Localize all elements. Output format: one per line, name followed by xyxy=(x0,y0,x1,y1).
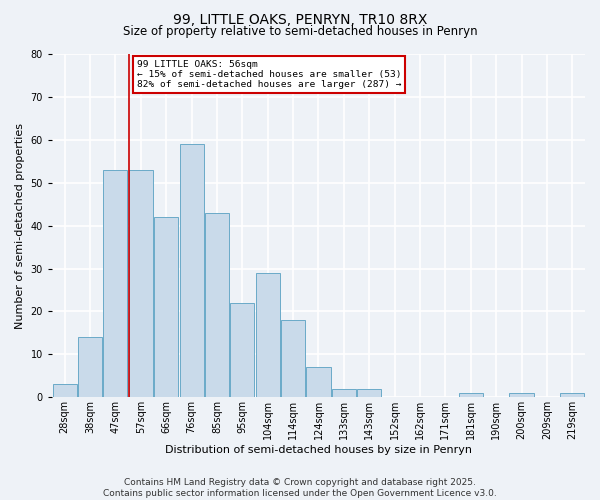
Bar xyxy=(357,388,382,398)
Bar xyxy=(332,388,356,398)
Bar xyxy=(459,393,483,398)
Text: 99 LITTLE OAKS: 56sqm
← 15% of semi-detached houses are smaller (53)
82% of semi: 99 LITTLE OAKS: 56sqm ← 15% of semi-deta… xyxy=(137,60,401,90)
Bar xyxy=(78,337,102,398)
Bar xyxy=(179,144,203,398)
Text: Size of property relative to semi-detached houses in Penryn: Size of property relative to semi-detach… xyxy=(122,25,478,38)
Bar xyxy=(103,170,127,398)
Bar xyxy=(256,273,280,398)
X-axis label: Distribution of semi-detached houses by size in Penryn: Distribution of semi-detached houses by … xyxy=(165,445,472,455)
Bar xyxy=(509,393,533,398)
Text: 99, LITTLE OAKS, PENRYN, TR10 8RX: 99, LITTLE OAKS, PENRYN, TR10 8RX xyxy=(173,12,427,26)
Bar xyxy=(205,213,229,398)
Bar xyxy=(560,393,584,398)
Bar xyxy=(53,384,77,398)
Bar xyxy=(307,368,331,398)
Y-axis label: Number of semi-detached properties: Number of semi-detached properties xyxy=(15,122,25,328)
Bar xyxy=(154,217,178,398)
Bar xyxy=(281,320,305,398)
Bar xyxy=(129,170,153,398)
Text: Contains HM Land Registry data © Crown copyright and database right 2025.
Contai: Contains HM Land Registry data © Crown c… xyxy=(103,478,497,498)
Bar xyxy=(230,303,254,398)
